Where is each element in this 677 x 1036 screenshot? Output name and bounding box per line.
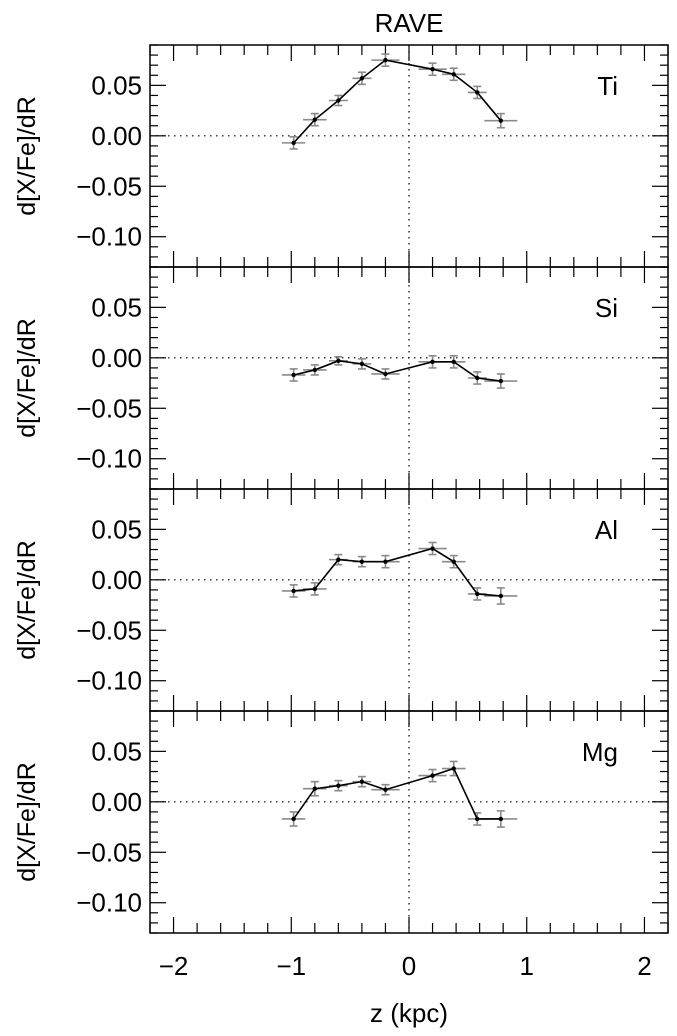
y-tick-label: 0.00 xyxy=(91,121,142,151)
data-point xyxy=(312,117,318,122)
series xyxy=(281,354,518,389)
y-tick-label: 0.05 xyxy=(91,70,142,100)
data-point xyxy=(498,593,504,599)
panel-frame xyxy=(149,488,669,712)
data-point xyxy=(383,371,388,377)
y-tick-label: 0.00 xyxy=(91,565,142,595)
element-label: Al xyxy=(595,515,618,545)
data-point xyxy=(359,559,365,564)
x-axis-tick-labels: −2 −1 0 1 2 xyxy=(159,951,652,981)
x-tick-label: 2 xyxy=(637,951,651,981)
error-bar xyxy=(352,358,372,370)
y-tick-label: 0.05 xyxy=(91,736,142,766)
y-tick-label: −0.10 xyxy=(76,666,142,696)
panel-frame xyxy=(149,44,669,268)
data-point xyxy=(498,118,504,123)
series xyxy=(281,760,518,828)
data-point xyxy=(359,779,365,784)
series-line xyxy=(292,767,501,820)
figure-title: RAVE xyxy=(375,8,444,38)
data-point xyxy=(291,816,296,822)
data-point xyxy=(291,588,296,594)
element-label: Si xyxy=(595,293,618,323)
element-label: Mg xyxy=(582,737,618,767)
data-point xyxy=(451,359,456,365)
data-point xyxy=(336,557,341,562)
x-tick-label: −2 xyxy=(159,951,189,981)
series xyxy=(281,541,518,605)
data-point xyxy=(451,559,456,564)
y-tick-label: 0.05 xyxy=(91,292,142,322)
y-axis-label: d[X/Fe]/dR xyxy=(13,540,41,660)
y-tick-label: −0.10 xyxy=(76,888,142,918)
data-point xyxy=(291,140,296,146)
data-point xyxy=(475,375,480,381)
data-point xyxy=(451,766,456,771)
element-label: Ti xyxy=(597,71,618,101)
x-tick-label: −1 xyxy=(276,951,306,981)
data-point xyxy=(430,359,435,365)
data-point xyxy=(498,378,504,384)
data-point xyxy=(312,367,318,373)
series-line xyxy=(293,59,502,144)
series xyxy=(281,53,518,150)
y-tick-label: −0.05 xyxy=(76,837,142,867)
data-point xyxy=(430,773,435,778)
panel-si: 0.05 0.00 −0.05 −0.10 d[X/Fe]/dR Si xyxy=(13,266,669,490)
data-point xyxy=(475,591,480,597)
data-point xyxy=(291,372,296,378)
y-tick-label: 0.00 xyxy=(91,787,142,817)
data-point xyxy=(451,72,456,77)
y-axis-label: d[X/Fe]/dR xyxy=(13,96,41,216)
x-tick-label: 0 xyxy=(402,951,416,981)
panel-frame xyxy=(149,266,669,490)
data-point xyxy=(359,76,365,81)
data-point xyxy=(475,816,480,822)
y-axis-label: d[X/Fe]/dR xyxy=(13,318,41,438)
data-point xyxy=(383,559,388,564)
data-point xyxy=(498,816,504,822)
y-tick-label: 0.00 xyxy=(91,343,142,373)
x-tick-label: 1 xyxy=(519,951,533,981)
data-point xyxy=(312,586,318,592)
y-tick-label: −0.05 xyxy=(76,393,142,423)
y-tick-label: −0.10 xyxy=(76,222,142,252)
data-point xyxy=(430,546,435,551)
panels: 0.05 0.00 −0.05 −0.10 d[X/Fe]/dR Ti 0.05 0.00 −0… xyxy=(13,44,669,934)
panel-mg: 0.05 0.00 −0.05 −0.10 d[X/Fe]/dR Mg xyxy=(13,710,669,934)
panel-al: 0.05 0.00 −0.05 −0.10 d[X/Fe]/dR Al xyxy=(13,488,669,712)
x-axis-label: z (kpc) xyxy=(370,998,448,1028)
y-axis-label: d[X/Fe]/dR xyxy=(13,762,41,882)
data-point xyxy=(359,361,365,367)
panel-ti: 0.05 0.00 −0.05 −0.10 d[X/Fe]/dR Ti xyxy=(13,44,669,268)
data-point xyxy=(383,787,388,792)
y-tick-label: −0.10 xyxy=(76,444,142,474)
data-point xyxy=(336,358,341,364)
data-point xyxy=(336,783,341,788)
y-tick-label: −0.05 xyxy=(76,615,142,645)
data-point xyxy=(312,786,318,791)
data-point xyxy=(475,90,480,95)
data-point xyxy=(383,57,388,63)
data-point xyxy=(430,67,435,72)
data-point xyxy=(336,98,341,103)
y-tick-label: 0.05 xyxy=(91,514,142,544)
y-tick-label: −0.05 xyxy=(76,171,142,201)
